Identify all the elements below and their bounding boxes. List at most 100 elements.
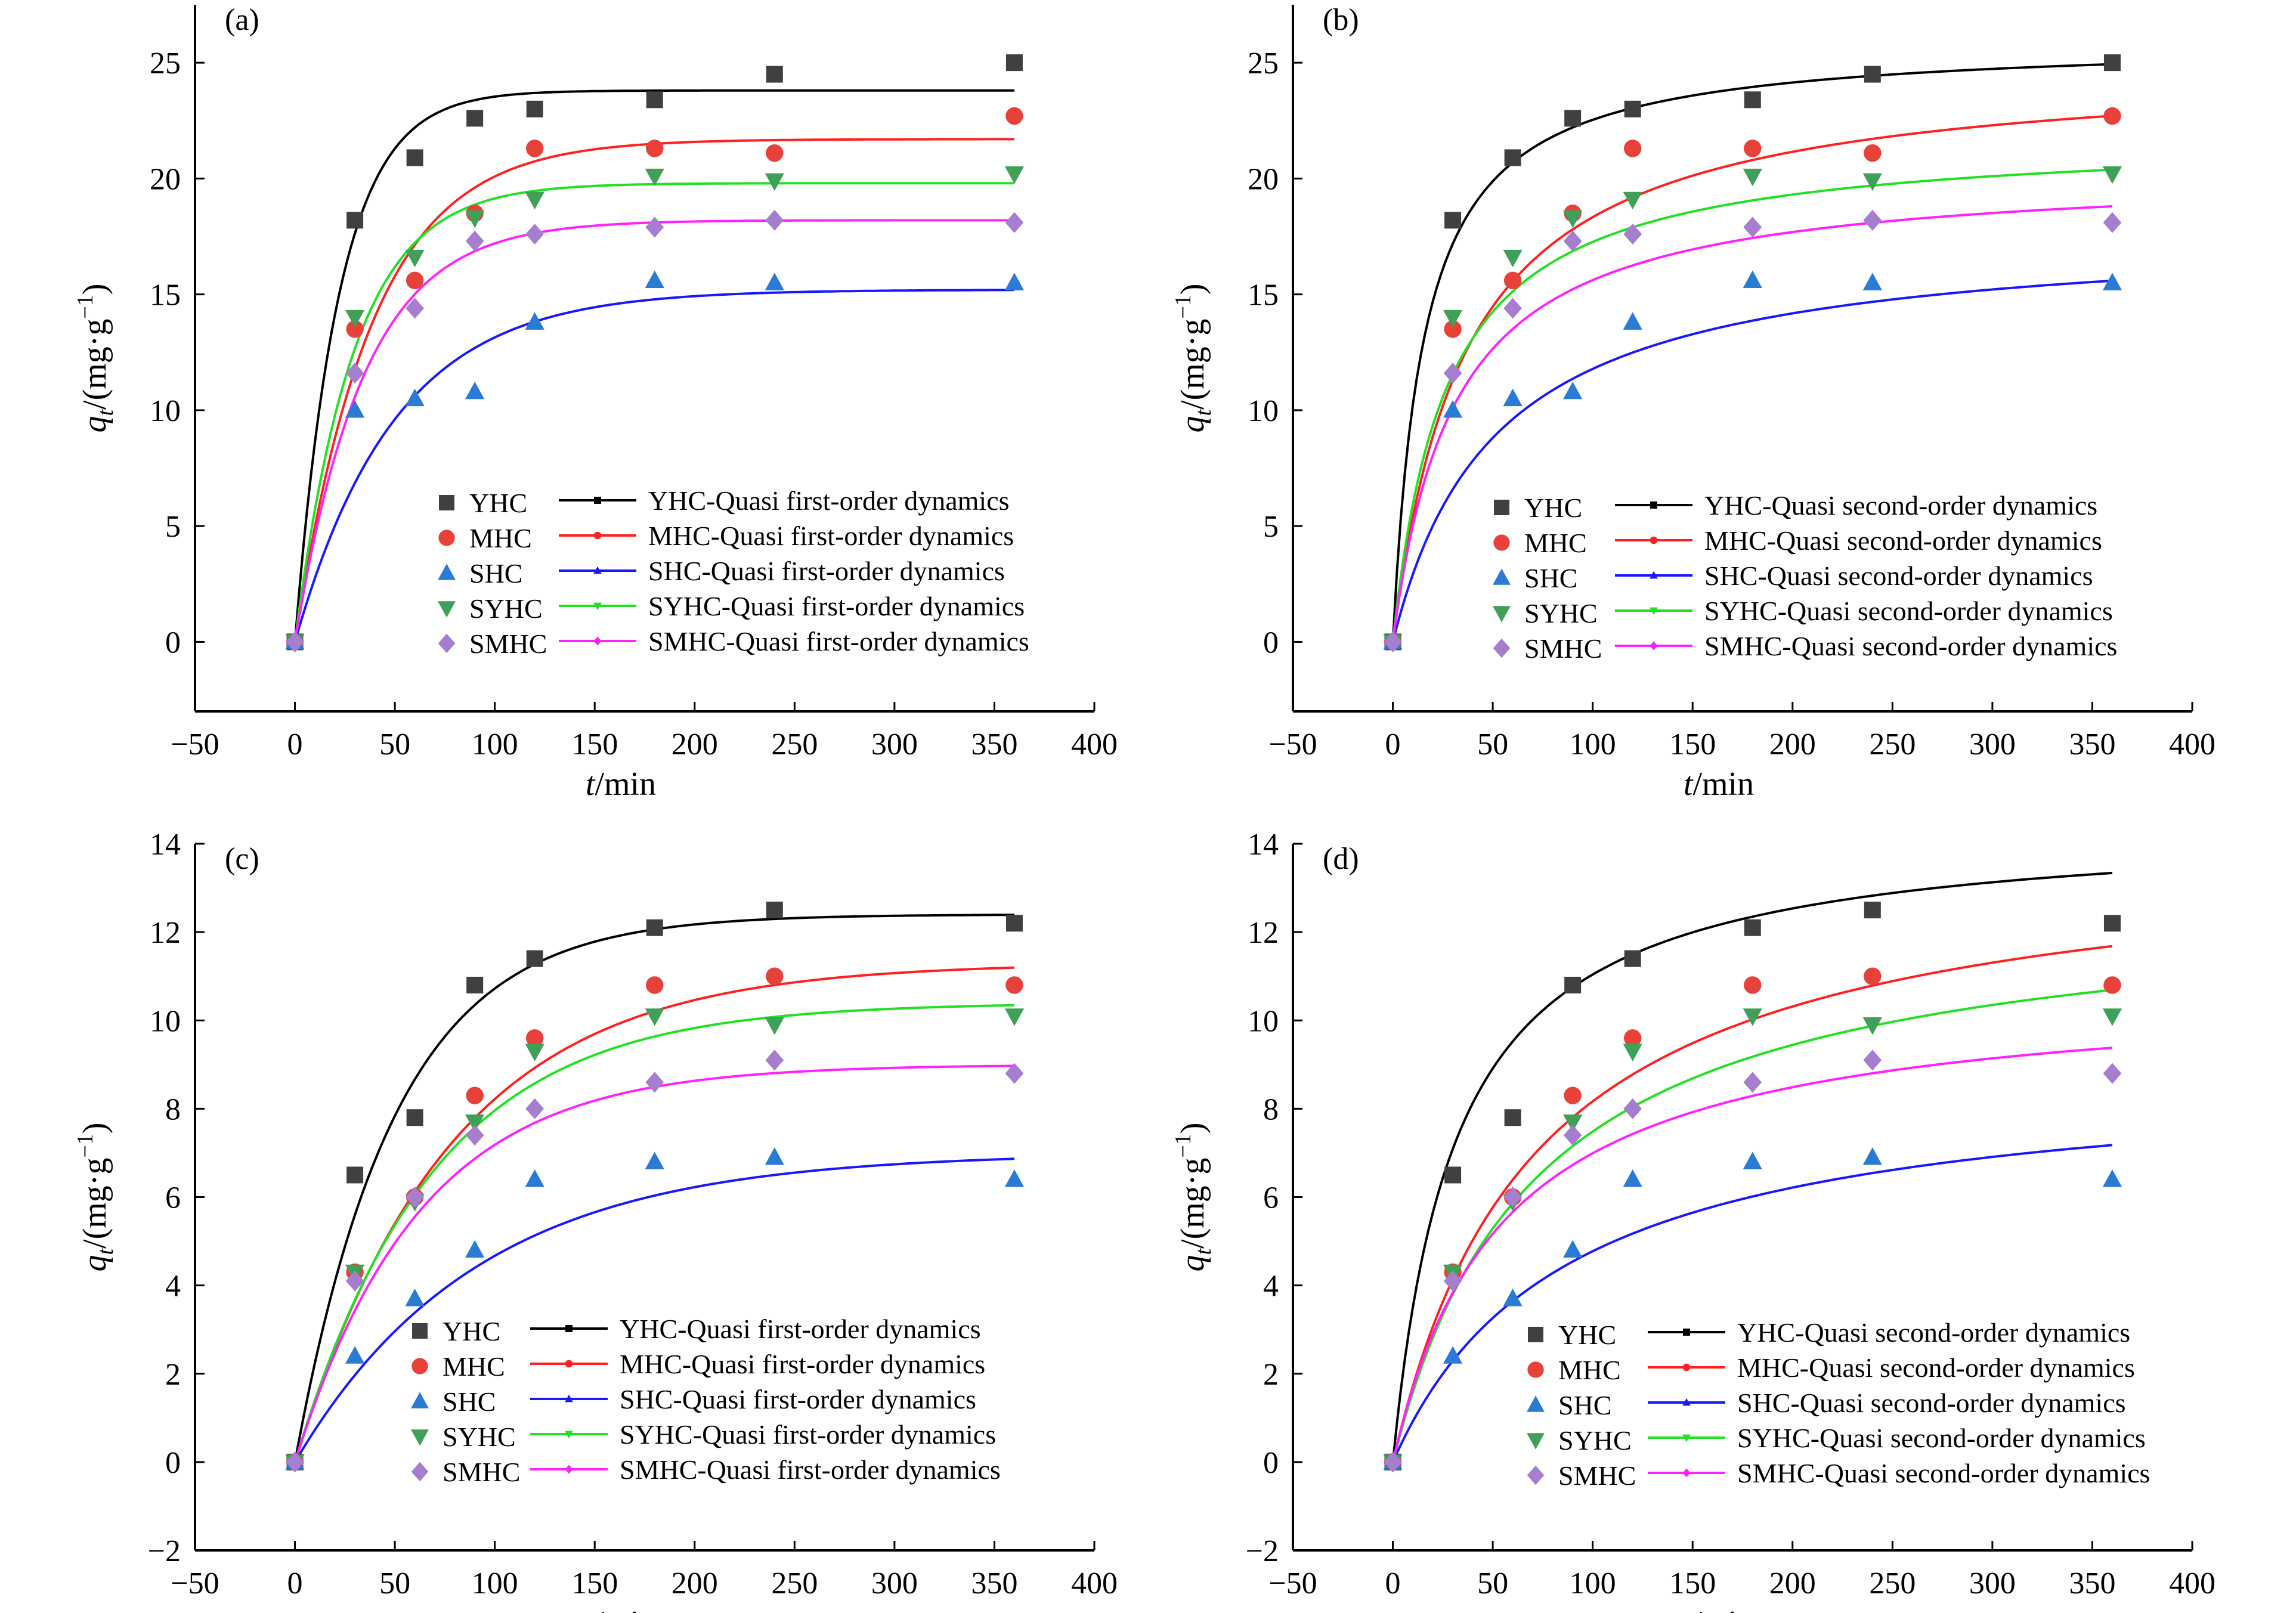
data-point-yhc: [646, 91, 663, 109]
data-point-syhc: [1563, 210, 1583, 228]
legend-marker-mhc: [1527, 1361, 1544, 1378]
x-tick-label: 400: [1071, 1566, 1118, 1600]
legend-label-syhc: SYHC: [1524, 598, 1598, 629]
x-tick-label: 300: [1969, 727, 2016, 761]
data-point-smhc: [1005, 212, 1024, 233]
legend-marker-mhc: [411, 1358, 428, 1374]
y-tick-label: 12: [150, 916, 181, 950]
data-point-yhc: [1744, 91, 1761, 109]
panel-label: (b): [1323, 3, 1359, 37]
y-tick-label: 15: [1248, 278, 1279, 312]
legend-marker-shc: [1493, 568, 1511, 585]
data-point-smhc: [1443, 1270, 1462, 1292]
fit-curve-yhc: [293, 914, 1014, 1463]
y-tick-label: −2: [1246, 1534, 1279, 1568]
fit-curve-shc: [293, 1157, 1015, 1463]
data-point-shc: [1503, 1289, 1523, 1307]
data-point-yhc: [1504, 1109, 1521, 1126]
data-point-mhc: [646, 140, 664, 157]
x-tick-label: 50: [379, 1566, 410, 1600]
y-tick-label: 0: [1263, 1446, 1279, 1480]
legend-line-marker-mhc: [1650, 536, 1658, 544]
y-tick-label: 25: [150, 47, 181, 81]
data-point-smhc: [645, 216, 664, 238]
y-tick-label: 4: [165, 1270, 181, 1304]
data-point-mhc: [525, 1029, 544, 1047]
legend-line-marker-mhc: [1682, 1363, 1691, 1371]
y-tick-label: 15: [150, 278, 181, 312]
data-point-yhc: [406, 149, 423, 166]
y-tick-label: 12: [1248, 916, 1279, 950]
data-point-syhc: [525, 1044, 544, 1061]
legend-marker-shc: [411, 1392, 429, 1408]
data-point-smhc: [1623, 1098, 1642, 1119]
data-point-shc: [645, 270, 664, 288]
data-point-shc: [1743, 1151, 1762, 1169]
data-point-yhc: [1624, 100, 1641, 117]
legend-marker-syhc: [1493, 606, 1511, 623]
x-tick-label: 100: [1570, 727, 1616, 761]
legend-label-smhc: SMHC: [443, 1457, 520, 1487]
data-point-mhc: [1864, 144, 1882, 162]
x-tick-label: 100: [1570, 1566, 1616, 1600]
x-tick-label: −50: [171, 1566, 219, 1600]
x-tick-label: 50: [379, 727, 410, 761]
fit-curve-smhc: [1391, 1047, 2113, 1463]
panel-label: (a): [225, 3, 259, 37]
data-point-shc: [525, 1169, 544, 1187]
data-point-yhc: [1005, 915, 1023, 932]
data-point-yhc: [1444, 1166, 1462, 1184]
data-point-syhc: [645, 1008, 664, 1026]
data-point-shc: [1743, 270, 1762, 288]
y-tick-label: 2: [165, 1358, 181, 1392]
data-point-smhc: [1443, 363, 1462, 384]
fit-curve-syhc: [1391, 168, 2113, 642]
x-tick-label: 200: [1769, 727, 1816, 761]
data-point-mhc: [1864, 967, 1882, 985]
data-point-yhc: [1005, 54, 1023, 72]
data-point-syhc: [645, 168, 664, 187]
y-tick-label: 14: [150, 828, 181, 862]
data-point-shc: [645, 1151, 664, 1169]
data-point-shc: [2102, 1169, 2122, 1187]
legend-marker-yhc: [1528, 1327, 1543, 1342]
legend-label-shc: SHC: [1524, 563, 1577, 593]
legend-label-syhc: SYHC: [1558, 1425, 1632, 1456]
data-point-yhc: [1744, 919, 1761, 936]
legend-label-syhc: SYHC: [443, 1422, 516, 1452]
y-tick-label: 14: [1248, 828, 1279, 862]
data-point-syhc: [465, 210, 485, 228]
x-tick-label: 200: [672, 1566, 718, 1600]
y-tick-label: 8: [1263, 1092, 1279, 1126]
data-point-shc: [1004, 1169, 1025, 1187]
x-tick-label: 0: [287, 727, 303, 761]
x-tick-label: 350: [2069, 727, 2115, 761]
data-point-yhc: [766, 902, 783, 919]
data-point-smhc: [1503, 298, 1523, 319]
x-tick-label: 100: [472, 1566, 518, 1600]
legend-line-marker-shc: [1682, 1398, 1691, 1406]
data-point-mhc: [406, 271, 424, 290]
legend-line-marker-syhc: [593, 602, 602, 611]
data-point-mhc: [1005, 107, 1023, 125]
x-tick-label: 150: [1669, 727, 1716, 761]
legend-fit-label-syhc: SYHC-Quasi first-order dynamics: [620, 1419, 996, 1450]
data-point-smhc: [345, 1270, 364, 1292]
data-point-smhc: [1743, 1072, 1762, 1093]
x-tick-label: 200: [1769, 1566, 1816, 1600]
y-axis-title: qt/(mg·g−1): [73, 283, 118, 432]
data-point-smhc: [1863, 1049, 1882, 1071]
data-point-syhc: [525, 191, 544, 210]
data-point-yhc: [406, 1109, 423, 1126]
legend-marker-syhc: [438, 601, 456, 618]
data-point-mhc: [525, 140, 544, 157]
data-point-shc: [1563, 1240, 1583, 1258]
data-point-yhc: [526, 100, 543, 117]
x-tick-label: 250: [1869, 1566, 1916, 1600]
y-tick-label: 5: [165, 510, 181, 544]
legend-marker-smhc: [438, 633, 456, 654]
legend-label-smhc: SMHC: [1558, 1460, 1636, 1491]
x-tick-label: 400: [2169, 727, 2215, 761]
legend-marker-smhc: [411, 1462, 429, 1482]
legend-marker-syhc: [411, 1429, 429, 1446]
